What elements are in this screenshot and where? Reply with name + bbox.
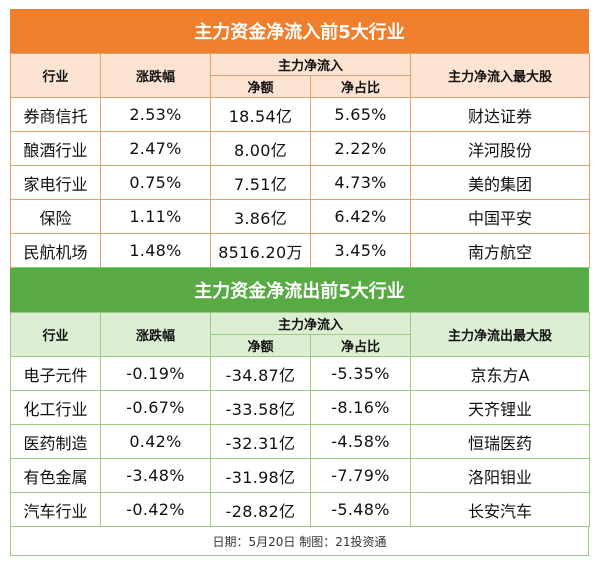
industry-cell: 有色金属: [10, 458, 101, 493]
net-amount-cell: 8.00亿: [210, 131, 311, 166]
table-row: 汽车行业 -0.42% -28.82亿 -5.48% 长安汽车: [10, 492, 591, 527]
net-ratio-cell: 2.22%: [309, 131, 412, 166]
header-change: 涨跌幅: [100, 312, 211, 357]
top-stock-cell: 美的集团: [410, 165, 591, 200]
net-amount-cell: 8516.20万: [210, 233, 311, 268]
top-stock-cell: 京东方A: [410, 356, 591, 391]
top-stock-cell: 恒瑞医药: [410, 424, 591, 459]
net-amount-cell: 7.51亿: [210, 165, 311, 200]
change-cell: -0.67%: [100, 390, 211, 425]
change-cell: 0.75%: [100, 165, 211, 200]
header-net-inflow-group: 主力净流入: [209, 312, 412, 335]
net-ratio-cell: -8.16%: [309, 390, 412, 425]
inflow-table: 行业 涨跌幅 主力净流入 主力净流入最大股 净额 净占比 券商信托 2.53% 18…: [10, 53, 591, 268]
inflow-title: 主力资金净流入前5大行业: [10, 9, 589, 53]
net-ratio-cell: -5.48%: [309, 492, 412, 527]
table-row: 保险 1.11% 3.86亿 6.42% 中国平安: [10, 199, 591, 234]
header-net-amount: 净额: [210, 334, 311, 357]
top-stock-cell: 财达证券: [410, 97, 591, 132]
industry-cell: 民航机场: [10, 233, 101, 268]
top-stock-cell: 长安汽车: [410, 492, 591, 527]
industry-cell: 券商信托: [10, 97, 101, 132]
change-cell: 0.42%: [100, 424, 211, 459]
net-ratio-cell: -7.79%: [309, 458, 412, 493]
header-net-ratio: 净占比: [309, 75, 412, 98]
table-row: 家电行业 0.75% 7.51亿 4.73% 美的集团: [10, 165, 591, 200]
outflow-title: 主力资金净流出前5大行业: [10, 268, 589, 312]
header-net-inflow-group: 主力净流入: [209, 53, 412, 76]
net-amount-cell: -33.58亿: [210, 390, 311, 425]
industry-cell: 电子元件: [10, 356, 101, 391]
change-cell: 2.47%: [100, 131, 211, 166]
net-ratio-cell: -5.35%: [309, 356, 412, 391]
top-stock-cell: 南方航空: [410, 233, 591, 268]
header-top-stock: 主力净流入最大股: [410, 53, 591, 98]
net-amount-cell: -32.31亿: [210, 424, 311, 459]
net-ratio-cell: -4.58%: [309, 424, 412, 459]
net-amount-cell: -31.98亿: [210, 458, 311, 493]
outflow-rows: 电子元件 -0.19% -34.87亿 -5.35% 京东方A 化工行业 -0.67% -33…: [10, 356, 591, 527]
table-row: 化工行业 -0.67% -33.58亿 -8.16% 天齐锂业: [10, 390, 591, 425]
header-net-amount: 净额: [210, 75, 311, 98]
industry-cell: 保险: [10, 199, 101, 234]
change-cell: -0.42%: [100, 492, 211, 527]
net-amount-cell: -34.87亿: [210, 356, 311, 391]
capital-flow-report: 主力资金净流入前5大行业 行业 涨跌幅 主力净流入 主力净流入最大股 净额 净占…: [10, 9, 591, 562]
header-industry: 行业: [10, 312, 101, 357]
header-industry: 行业: [10, 53, 101, 98]
net-amount-cell: -28.82亿: [210, 492, 311, 527]
header-net-ratio: 净占比: [309, 334, 412, 357]
industry-cell: 医药制造: [10, 424, 101, 459]
outflow-table: 行业 涨跌幅 主力净流入 主力净流出最大股 净额 净占比 电子元件 -0.19% -…: [10, 312, 591, 527]
footer-credit: 日期：5月20日 制图：21投资通: [10, 527, 589, 556]
change-cell: 2.53%: [100, 97, 211, 132]
industry-cell: 汽车行业: [10, 492, 101, 527]
net-amount-cell: 3.86亿: [210, 199, 311, 234]
industry-cell: 化工行业: [10, 390, 101, 425]
inflow-rows: 券商信托 2.53% 18.54亿 5.65% 财达证券 酿酒行业 2.47% 8.00亿 2.…: [10, 97, 591, 268]
net-ratio-cell: 5.65%: [309, 97, 412, 132]
industry-cell: 酿酒行业: [10, 131, 101, 166]
change-cell: -3.48%: [100, 458, 211, 493]
top-stock-cell: 天齐锂业: [410, 390, 591, 425]
top-stock-cell: 中国平安: [410, 199, 591, 234]
table-row: 民航机场 1.48% 8516.20万 3.45% 南方航空: [10, 233, 591, 268]
industry-cell: 家电行业: [10, 165, 101, 200]
net-ratio-cell: 4.73%: [309, 165, 412, 200]
table-row: 医药制造 0.42% -32.31亿 -4.58% 恒瑞医药: [10, 424, 591, 459]
header-top-stock: 主力净流出最大股: [410, 312, 591, 357]
top-stock-cell: 洋河股份: [410, 131, 591, 166]
net-ratio-cell: 3.45%: [309, 233, 412, 268]
table-row: 电子元件 -0.19% -34.87亿 -5.35% 京东方A: [10, 356, 591, 391]
table-row: 酿酒行业 2.47% 8.00亿 2.22% 洋河股份: [10, 131, 591, 166]
net-ratio-cell: 6.42%: [309, 199, 412, 234]
header-change: 涨跌幅: [100, 53, 211, 98]
top-stock-cell: 洛阳钼业: [410, 458, 591, 493]
table-row: 券商信托 2.53% 18.54亿 5.65% 财达证券: [10, 97, 591, 132]
net-amount-cell: 18.54亿: [210, 97, 311, 132]
change-cell: 1.48%: [100, 233, 211, 268]
table-row: 有色金属 -3.48% -31.98亿 -7.79% 洛阳钼业: [10, 458, 591, 493]
change-cell: 1.11%: [100, 199, 211, 234]
change-cell: -0.19%: [100, 356, 211, 391]
